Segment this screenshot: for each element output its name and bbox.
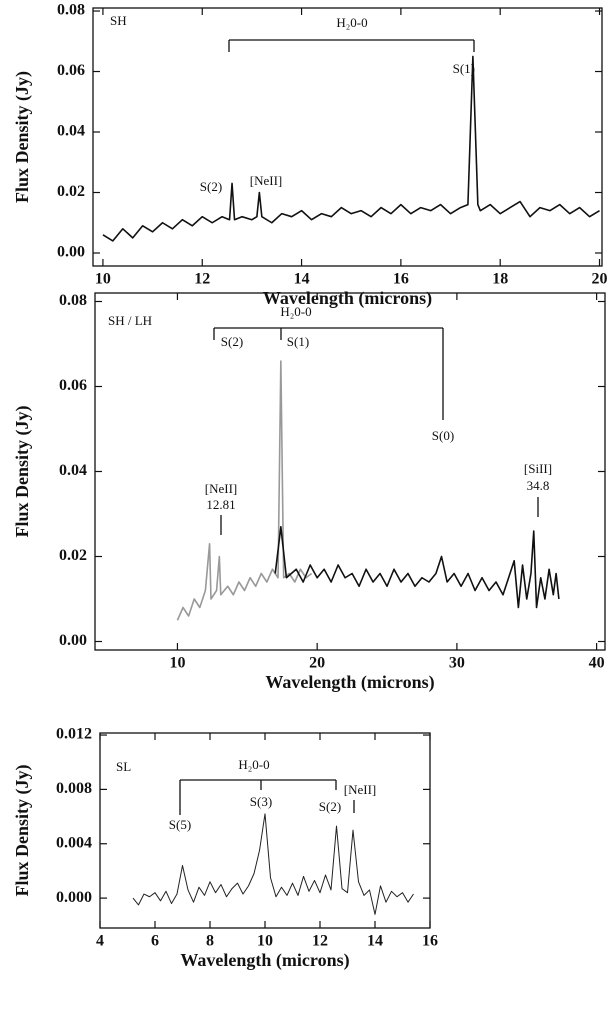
- y-tick-label: 0.008: [56, 780, 92, 797]
- x-tick-label: 10: [257, 933, 273, 950]
- x-tick-label: 10: [95, 271, 111, 288]
- y-tick-label: 0.012: [56, 726, 92, 743]
- y-tick-label: 0.04: [57, 123, 85, 140]
- y-tick-label: 0.004: [56, 834, 92, 851]
- annotation: S(2): [200, 179, 222, 194]
- annotation: SH: [110, 13, 127, 28]
- y-tick-label: 0.00: [57, 244, 85, 261]
- annotation: S(2): [221, 334, 243, 349]
- y-axis-label: Flux Density (Jy): [12, 71, 33, 203]
- annotation: S(0): [432, 428, 454, 443]
- x-tick-label: 20: [592, 271, 608, 288]
- y-tick-label: 0.08: [57, 2, 85, 19]
- x-tick-label: 40: [589, 655, 605, 672]
- y-tick-label: 0.00: [59, 632, 87, 649]
- x-tick-label: 18: [492, 271, 508, 288]
- annotation: 12.81: [206, 497, 235, 512]
- x-tick-label: 16: [422, 933, 438, 950]
- annotation: H₂0-0: [238, 757, 269, 772]
- y-tick-label: 0.02: [57, 183, 85, 200]
- y-tick-label: 0.000: [56, 889, 92, 906]
- x-tick-label: 20: [309, 655, 325, 672]
- x-axis-label: Wavelength (microns): [265, 672, 434, 693]
- y-tick-label: 0.08: [59, 292, 87, 309]
- annotation: S(5): [169, 817, 191, 832]
- y-tick-label: 0.06: [57, 62, 85, 79]
- y-axis-label: Flux Density (Jy): [12, 765, 33, 897]
- x-tick-label: 12: [312, 933, 328, 950]
- x-axis-label: Wavelength (microns): [180, 950, 349, 971]
- spectrum-line: [274, 525, 560, 609]
- annotation: H₂0-0: [280, 304, 311, 319]
- plot-frame: [92, 7, 603, 267]
- annotation: SL: [116, 759, 131, 774]
- annotation: 34.8: [527, 478, 550, 493]
- x-tick-label: 16: [393, 271, 409, 288]
- y-tick-label: 0.06: [59, 377, 87, 394]
- x-tick-label: 30: [449, 655, 465, 672]
- annotation: S(1): [287, 334, 309, 349]
- spectrum-line: [176, 360, 313, 621]
- spectrum-line: [132, 813, 414, 915]
- annotation: H₂0-0: [336, 15, 367, 30]
- x-tick-label: 6: [151, 933, 159, 950]
- y-tick-label: 0.02: [59, 547, 87, 564]
- x-tick-label: 4: [96, 933, 104, 950]
- x-tick-label: 14: [367, 933, 383, 950]
- y-tick-label: 0.04: [59, 462, 87, 479]
- x-tick-label: 12: [194, 271, 210, 288]
- annotation: [NeII]: [205, 481, 237, 496]
- annotation: S(1): [453, 61, 475, 76]
- annotation: [SiII]: [524, 461, 552, 476]
- annotation: S(3): [250, 794, 272, 809]
- annotation: [NeII]: [250, 173, 282, 188]
- x-tick-label: 10: [169, 655, 185, 672]
- x-tick-label: 8: [206, 933, 214, 950]
- annotation: [NeII]: [344, 782, 376, 797]
- annotation: SH / LH: [108, 313, 152, 328]
- annotation: S(2): [319, 799, 341, 814]
- spectrum-line: [102, 55, 600, 242]
- x-tick-label: 14: [294, 271, 310, 288]
- y-axis-label: Flux Density (Jy): [12, 406, 33, 538]
